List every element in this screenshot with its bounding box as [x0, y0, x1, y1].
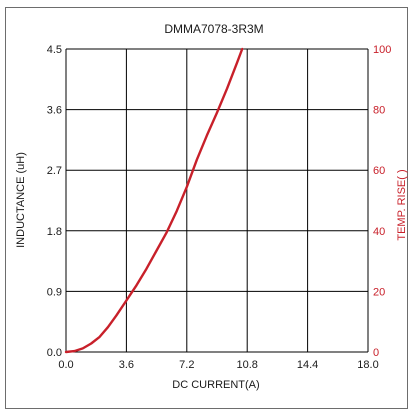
y-tick-label: 4.5 [47, 44, 62, 56]
y-tick-label: 0.9 [47, 286, 62, 298]
x-axis-ticks: 0.0 3.6 7.2 10.8 14.4 18.0 [58, 359, 378, 371]
x-tick-label: 14.4 [297, 359, 318, 371]
y-tick-label: 2.7 [47, 165, 62, 177]
y-axis-label: INDUCTANCE (uH) [15, 152, 27, 248]
series-layer [64, 47, 244, 354]
temperature-rise-line [64, 47, 244, 354]
chart-frame [5, 7, 408, 409]
y2-tick-label: 20 [373, 286, 385, 298]
x-axis-label: DC CURRENT(A) [172, 379, 259, 391]
y2-tick-label: 100 [373, 44, 391, 56]
x-tick-label: 7.2 [179, 359, 194, 371]
y2-tick-label: 0 [373, 347, 379, 359]
y-axis-ticks: 0.0 0.9 1.8 2.7 3.6 4.5 [47, 44, 62, 359]
y-tick-label: 1.8 [47, 226, 62, 238]
y2-tick-label: 80 [373, 105, 385, 117]
y-tick-label: 0.0 [47, 347, 62, 359]
x-tick-label: 3.6 [119, 359, 134, 371]
y2-axis-label: TEMP. RISE( ) [396, 169, 408, 240]
y2-axis-ticks: 0 20 40 60 80 100 [373, 44, 391, 359]
x-tick-label: 10.8 [236, 359, 257, 371]
chart-title: DMMA7078-3R3M [164, 22, 263, 36]
y2-tick-label: 40 [373, 226, 385, 238]
y2-tick-label: 60 [373, 165, 385, 177]
x-tick-label: 0.0 [58, 359, 73, 371]
x-tick-label: 18.0 [357, 359, 378, 371]
y-tick-label: 3.6 [47, 105, 62, 117]
grid [65, 48, 369, 353]
